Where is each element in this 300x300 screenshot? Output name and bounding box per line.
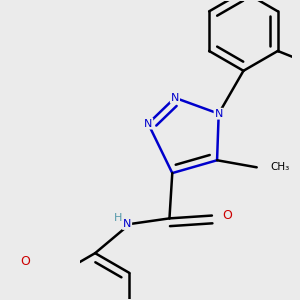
Text: N: N	[123, 219, 131, 229]
Text: N: N	[214, 109, 223, 119]
Text: H: H	[114, 213, 123, 224]
Text: O: O	[222, 209, 232, 222]
Text: N: N	[144, 118, 152, 129]
Text: O: O	[20, 255, 30, 268]
Text: N: N	[171, 93, 179, 103]
Text: CH₃: CH₃	[271, 162, 290, 172]
